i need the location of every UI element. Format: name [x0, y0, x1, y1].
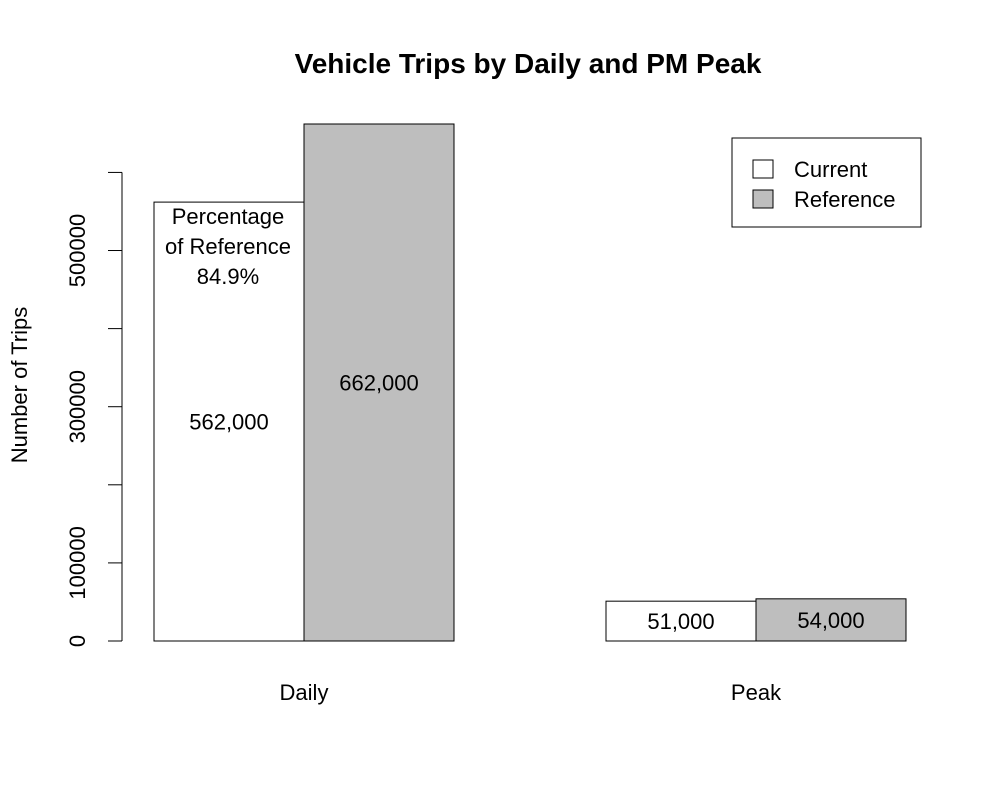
legend-swatch-current [752, 159, 774, 179]
bars-group: 562,000 662,000 51,000 54,000 [153, 123, 907, 642]
x-category-label: Daily [280, 680, 329, 705]
annotation-line-1: Percentage [172, 204, 285, 229]
annotation-line-2: of Reference [165, 234, 291, 259]
y-axis: 0 100000 300000 500000 [65, 171, 123, 647]
legend-label-current: Current [794, 157, 867, 182]
y-tick-label: 0 [65, 635, 90, 647]
data-label: 562,000 [189, 410, 269, 435]
legend-box [731, 137, 922, 228]
bar-reference-daily [303, 123, 455, 642]
x-category-label: Peak [731, 680, 782, 705]
annotation: Percentage of Reference 84.9% [165, 204, 291, 289]
x-category-labels: Daily Peak [280, 680, 783, 705]
bar-current-daily [153, 201, 305, 642]
y-tick-label: 100000 [65, 526, 90, 599]
legend-swatch-reference [752, 189, 774, 209]
y-axis-label: Number of Trips [7, 307, 32, 464]
data-label: 662,000 [339, 371, 419, 396]
legend: Current Reference [731, 137, 922, 228]
y-tick-label: 500000 [65, 214, 90, 287]
data-label: 51,000 [647, 609, 714, 634]
chart-title: Vehicle Trips by Daily and PM Peak [295, 48, 762, 79]
data-label: 54,000 [797, 608, 864, 633]
bar-reference-peak [755, 598, 907, 642]
annotation-line-3: 84.9% [197, 264, 259, 289]
y-tick-label: 300000 [65, 370, 90, 443]
bar-current-peak [605, 600, 757, 642]
legend-label-reference: Reference [794, 187, 896, 212]
